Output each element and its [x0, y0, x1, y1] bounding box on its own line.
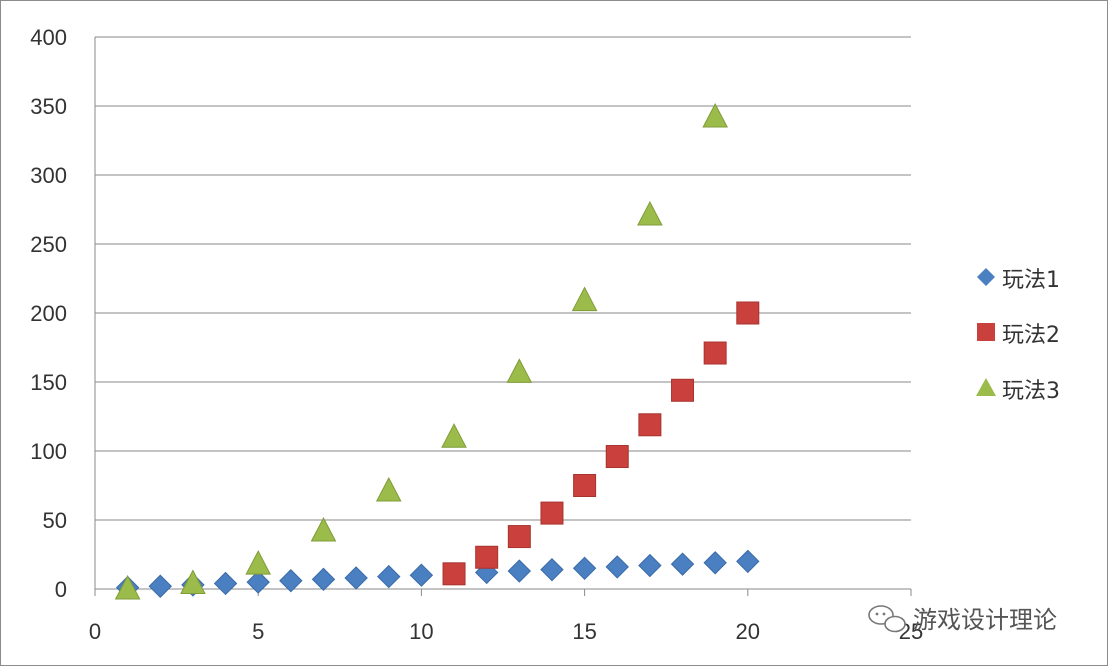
diamond-point	[311, 567, 336, 592]
y-tick-label: 150	[30, 370, 67, 395]
triangle-point	[180, 569, 206, 594]
data-marks	[114, 102, 760, 600]
legend-diamond-icon	[977, 268, 995, 286]
legend-triangle-icon	[976, 378, 996, 396]
square-point	[703, 341, 727, 365]
axes	[94, 37, 912, 596]
triangle-point	[114, 574, 141, 600]
y-tick-label: 400	[30, 25, 67, 50]
grid	[95, 36, 911, 521]
diamond-point	[736, 549, 760, 574]
y-tick-label: 250	[30, 232, 67, 257]
series-2	[442, 301, 760, 586]
square-point	[442, 562, 466, 586]
square-point	[605, 445, 629, 469]
legend-label: 玩法2	[1002, 323, 1060, 348]
diamond-point	[638, 553, 662, 578]
square-point	[638, 413, 662, 437]
legend-item-1: 玩法1	[977, 268, 1060, 293]
y-tick-label: 0	[55, 577, 67, 602]
series-3	[114, 102, 728, 600]
x-tick-label: 20	[736, 619, 760, 644]
triangle-point	[310, 516, 337, 542]
legend-label: 玩法1	[1002, 268, 1060, 293]
diamond-point	[213, 571, 238, 596]
y-tick-label: 100	[30, 439, 67, 464]
diamond-point	[377, 564, 401, 589]
y-axis-ticks: 0 50 100 150 200 250 300 350 400	[30, 25, 67, 602]
diamond-point	[409, 563, 434, 587]
diamond-point	[572, 556, 597, 581]
square-point	[736, 301, 760, 325]
triangle-point	[245, 550, 272, 575]
y-tick-label: 350	[30, 94, 67, 119]
x-tick-label: 10	[409, 619, 433, 644]
triangle-point	[375, 476, 402, 502]
watermark: 游戏设计理论	[868, 605, 1057, 634]
square-point	[540, 501, 564, 525]
triangle-point	[441, 423, 467, 448]
square-point	[671, 378, 695, 402]
diamond-point	[670, 552, 695, 576]
diamond-point	[148, 574, 172, 598]
diamond-point	[344, 566, 368, 590]
diamond-point	[703, 551, 727, 575]
triangle-point	[702, 102, 728, 128]
x-tick-label: 5	[252, 619, 264, 644]
legend-item-2: 玩法2	[977, 323, 1060, 348]
diamond-point	[246, 570, 270, 594]
legend-label: 玩法3	[1002, 379, 1060, 404]
diamond-point	[540, 557, 564, 582]
y-tick-label: 300	[30, 163, 67, 188]
legend-square-icon	[977, 323, 995, 341]
triangle-point	[506, 358, 533, 383]
x-tick-label: 0	[89, 619, 101, 644]
y-tick-label: 200	[30, 301, 67, 326]
x-axis-ticks: 0 5 10 15 20 25	[89, 619, 923, 644]
triangle-point	[571, 286, 598, 312]
legend: 玩法1 玩法2 玩法3	[976, 268, 1060, 404]
legend-item-3: 玩法3	[976, 378, 1060, 404]
diamond-point	[507, 559, 532, 583]
series-1	[115, 549, 760, 600]
chat-bubble-icon	[868, 605, 906, 633]
watermark-text: 游戏设计理论	[913, 606, 1057, 634]
x-tick-label: 15	[572, 619, 596, 644]
square-point	[507, 525, 531, 549]
y-tick-label: 50	[43, 508, 67, 533]
diamond-point	[279, 569, 303, 593]
diamond-point	[605, 555, 629, 579]
square-point	[573, 474, 597, 497]
square-point	[475, 545, 499, 569]
triangle-point	[637, 200, 663, 226]
